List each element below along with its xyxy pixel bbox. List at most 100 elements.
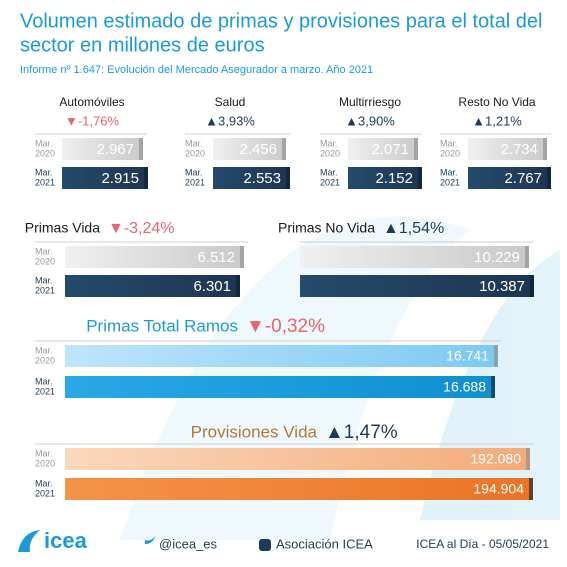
row-year: 2020 [35,256,55,266]
bar-value: 2.915 [101,170,139,187]
bar-cap [236,275,240,297]
bar [348,167,422,189]
bar [65,246,244,268]
panel-change: ▲1,54% [383,220,444,237]
linkedin-name[interactable]: Asociación ICEA [276,536,373,551]
bar-value: 2.456 [239,141,277,158]
bar [300,246,529,268]
bar [213,138,286,160]
row-month: Mar. [185,167,203,177]
bar [65,448,530,470]
row-month: Mar. [320,167,338,177]
row-month: Mar. [35,275,53,285]
bar-cap [529,478,533,500]
bar-value: 10.229 [474,249,520,266]
title-line: Volumen estimado de primas y provisiones… [20,10,543,32]
bar-value: 2.071 [371,141,409,158]
panel-name: Resto No Vida [458,95,535,109]
row-year: 2020 [35,458,55,468]
row-year: 2021 [185,177,205,187]
subtitle: Informe nº 1.647: Evolución del Mercado … [20,64,373,76]
bar [348,138,418,160]
linkedin-icon [259,539,271,551]
bar-cap [543,138,547,160]
row-month: Mar. [35,345,53,355]
bar-value: 192.080 [470,451,521,467]
row-month: Mar. [35,167,53,177]
panel-name: Provisiones Vida [191,422,318,441]
logo-text: icea [44,528,88,553]
bar [468,138,547,160]
row-month: Mar. [185,138,203,148]
row-year: 2021 [35,177,55,187]
footer: icea @icea_es Asociación ICEA ICEA al Dí… [18,528,549,553]
row-year: 2020 [185,148,205,158]
twitter-icon [145,536,155,544]
bar [65,345,498,367]
bar-cap [282,138,286,160]
bar-cap [414,138,418,160]
row-year: 2020 [440,148,460,158]
row-month: Mar. [35,246,53,256]
panel-name: Primas Vida [25,220,100,236]
bar-cap [526,448,530,470]
panel-change: ▼-0,32% [246,316,325,337]
panel-name: Automóviles [59,95,124,109]
bar [62,167,148,189]
bar-cap [286,167,290,189]
bar-cap [547,167,551,189]
twitter-handle[interactable]: @icea_es [159,536,218,551]
bar [468,167,551,189]
panel-change: ▼-3,24% [108,220,175,237]
row-year: 2021 [35,285,55,295]
row-month: Mar. [35,376,53,386]
footer-date: ICEA al Día - 05/05/2021 [416,537,549,551]
bar [213,167,290,189]
bar [300,275,534,297]
row-month: Mar. [440,138,458,148]
bar-value: 16.688 [443,379,486,395]
panel-change: ▲1,21% [472,113,522,128]
row-year: 2021 [35,488,55,498]
bar-value: 6.512 [197,249,235,266]
panel-change: ▲1,47% [325,422,398,443]
bar-value: 2.734 [500,141,538,158]
title-line: sector en millones de euros [20,34,265,56]
bar-cap [144,167,148,189]
row-month: Mar. [35,478,53,488]
bar-cap [525,246,529,268]
panel-name: Primas No Vida [278,220,375,236]
bar-value: 6.301 [193,278,231,295]
row-year: 2020 [35,355,55,365]
row-year: 2021 [35,386,55,396]
bar-value: 2.152 [375,170,413,187]
bar-cap [418,167,422,189]
row-month: Mar. [320,138,338,148]
bar-cap [240,246,244,268]
bar-cap [494,345,498,367]
bar-value: 194.904 [473,481,524,497]
panel-name: Primas Total Ramos [86,316,238,335]
bar-value: 2.967 [96,141,134,158]
row-month: Mar. [35,448,53,458]
panel-change: ▲3,90% [345,113,395,128]
row-year: 2021 [320,177,340,187]
bar-value: 2.553 [243,170,281,187]
panel-name: Salud [215,95,246,109]
row-year: 2020 [320,148,340,158]
row-year: 2020 [35,148,55,158]
row-year: 2021 [440,177,460,187]
bar-cap [530,275,534,297]
bar-value: 2.767 [504,170,542,187]
panel-change: ▼-1,76% [65,113,119,128]
bar-cap [139,138,143,160]
panel-name: Multirriesgo [339,95,401,109]
panel-change: ▲3,93% [205,113,255,128]
bar [65,376,495,398]
bar [65,478,533,500]
bar-value: 10.387 [479,278,525,295]
logo-icon [18,530,40,552]
bar [62,138,143,160]
row-month: Mar. [35,138,53,148]
